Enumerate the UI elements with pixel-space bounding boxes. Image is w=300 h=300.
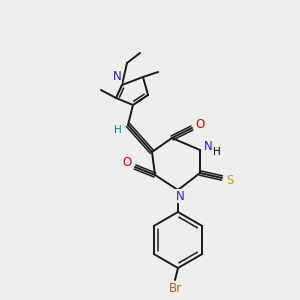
Text: O: O xyxy=(195,118,205,130)
Text: Br: Br xyxy=(168,283,182,296)
Text: O: O xyxy=(122,157,132,169)
Text: H: H xyxy=(114,125,122,135)
Text: H: H xyxy=(213,147,221,157)
Text: N: N xyxy=(204,140,212,154)
Text: N: N xyxy=(176,190,184,202)
Text: S: S xyxy=(226,175,234,188)
Text: N: N xyxy=(112,70,122,83)
